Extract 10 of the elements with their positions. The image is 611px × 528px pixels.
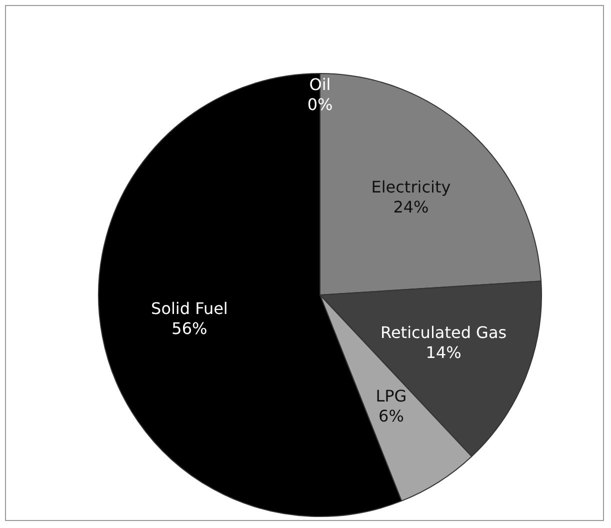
text: 0% xyxy=(307,94,333,114)
data-label: 14% xyxy=(426,343,462,362)
slice-label: Reticulated Gas xyxy=(380,323,507,342)
category-label: Oil xyxy=(309,74,331,94)
data-label: 6% xyxy=(378,406,404,426)
slice-label: Solid Fuel xyxy=(151,299,228,318)
slice-label: LPG xyxy=(376,386,407,406)
slice-label: Electricity xyxy=(371,177,451,196)
data-label: 24% xyxy=(393,197,429,216)
data-label: 56% xyxy=(172,319,208,338)
